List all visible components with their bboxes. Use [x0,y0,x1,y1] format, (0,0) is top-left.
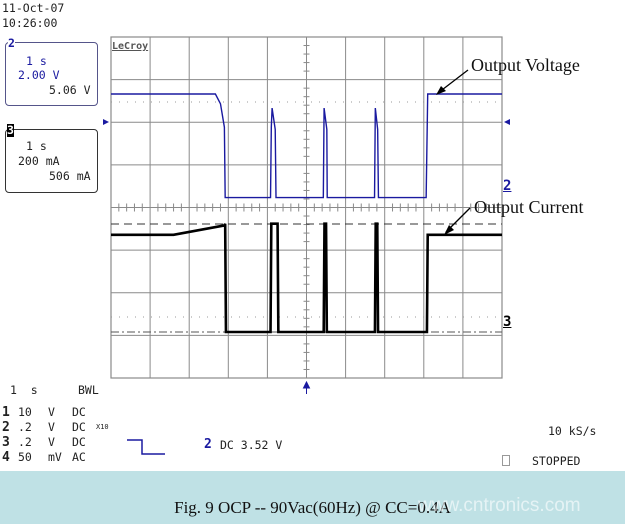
channel-row-unit: V [48,435,55,449]
channel2-timebase: 1 s [26,54,47,68]
voltage-trace [111,93,502,199]
annotation-voltage: Output Voltage [471,55,580,75]
channel-row-scale: .2 [18,435,32,449]
channel-row-unit: V [48,420,55,434]
channel-row-scale: 50 [18,450,32,464]
caption-area: Fig. 9 OCP -- 90Vac(60Hz) @ CC=0.4A www.… [0,471,625,524]
channel-row-scale: 10 [18,405,32,419]
trigger-info: DC 3.52 V [220,438,283,452]
channel2-id: 2 [8,36,15,50]
voltage-arrowhead-icon [436,86,446,95]
channel-row-extra: X10 [96,423,109,431]
watermark: www.cntronics.com [418,495,581,516]
channel-row-unit: V [48,405,55,419]
channel-row-coupling: DC [72,405,86,419]
sample-rate: 10 kS/s [548,424,597,438]
channel-row-coupling: AC [72,450,86,464]
ch2-offset-marker-left [103,119,109,125]
channel-row-id: 1 [2,405,10,420]
channel2-readout[interactable]: 2 1 s 2.00 V 5.06 V [5,37,98,106]
channel-row-coupling: DC [72,435,86,449]
trigger-arrow-icon [302,380,311,394]
ch2-marker[interactable]: 2 [503,178,512,194]
channel-row-id: 3 [2,435,10,450]
channel-row-coupling: DC [72,420,86,434]
channel-row-unit: mV [48,450,62,464]
figure-caption: Fig. 9 OCP -- 90Vac(60Hz) @ CC=0.4A [174,498,451,517]
trigger-channel: 2 [204,437,212,452]
footer-timebase: 1 s [10,383,38,397]
annotation-current: Output Current [474,197,584,217]
channel3-readout[interactable]: 3 1 s 200 mA 506 mA [5,124,98,193]
channel-row-scale: .2 [18,420,32,434]
status-label: STOPPED [532,454,581,468]
date-label: 11-Oct-07 [2,1,65,15]
channel3-measure: 506 mA [49,169,91,183]
ch3-marker[interactable]: 3 [503,314,512,330]
brand-logo: LeCroy [112,41,149,52]
status-checkbox[interactable] [502,455,510,466]
channel-row-id: 2 [2,420,10,435]
current-arrowhead-icon [444,225,454,235]
channel2-scale: 2.00 V [18,68,60,82]
oscilloscope-screen [103,36,510,455]
channel3-scale: 200 mA [18,154,60,168]
current-trace [111,222,502,334]
trigger-edge-icon [127,439,165,455]
ch2-offset-marker-right [504,119,510,125]
channel3-id: 3 [7,123,14,137]
channel2-measure: 5.06 V [49,83,91,97]
channel-row-id: 4 [2,450,10,465]
footer-bwl: BWL [78,383,99,397]
channel3-timebase: 1 s [26,139,47,153]
time-label: 10:26:00 [2,16,58,30]
